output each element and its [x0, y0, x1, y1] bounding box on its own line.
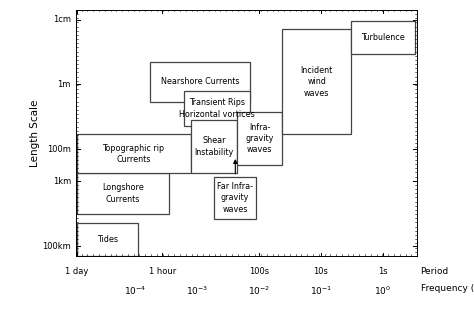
Bar	[283, 29, 351, 134]
Bar	[191, 120, 237, 173]
Bar	[150, 62, 250, 102]
Text: 10s: 10s	[313, 267, 328, 276]
Text: Infra-
gravity
waves: Infra- gravity waves	[246, 123, 274, 154]
Bar	[77, 223, 138, 256]
Text: Tides: Tides	[97, 235, 118, 244]
Text: 100km: 100km	[42, 242, 71, 251]
Text: Shear
Instability: Shear Instability	[194, 136, 234, 157]
Text: $10^{-3}$: $10^{-3}$	[186, 284, 208, 297]
Bar	[77, 173, 169, 214]
Text: Longshore
Currents: Longshore Currents	[102, 183, 144, 204]
Bar	[184, 91, 250, 126]
Text: 1s: 1s	[378, 267, 388, 276]
Text: $10^{0}$: $10^{0}$	[374, 284, 392, 297]
Text: 1m: 1m	[57, 80, 71, 89]
Text: Length Scale: Length Scale	[30, 99, 40, 167]
Bar	[237, 112, 283, 165]
Text: Turbulence: Turbulence	[361, 33, 405, 42]
Text: Topographic rip
Currents: Topographic rip Currents	[102, 144, 164, 164]
Text: Transient Rips
Horizontal vortices: Transient Rips Horizontal vortices	[179, 98, 255, 119]
Text: 100s: 100s	[249, 267, 269, 276]
Bar	[77, 134, 191, 173]
Text: Period: Period	[420, 267, 449, 276]
Text: Incident
wind
waves: Incident wind waves	[301, 66, 333, 98]
Text: 1cm: 1cm	[53, 15, 71, 24]
Bar	[351, 21, 415, 53]
Text: $10^{-4}$: $10^{-4}$	[124, 284, 146, 297]
Text: 1km: 1km	[53, 177, 71, 186]
Bar	[214, 176, 256, 219]
Text: 100m: 100m	[47, 145, 71, 154]
Text: $10^{-2}$: $10^{-2}$	[248, 284, 270, 297]
Text: 1 day: 1 day	[65, 267, 88, 276]
Text: Nearshore Currents: Nearshore Currents	[161, 77, 239, 86]
Text: Far Infra-
gravity
waves: Far Infra- gravity waves	[217, 182, 253, 214]
Text: Frequency (Hz): Frequency (Hz)	[420, 284, 474, 293]
Text: 1 hour: 1 hour	[149, 267, 176, 276]
Text: $10^{-1}$: $10^{-1}$	[310, 284, 332, 297]
